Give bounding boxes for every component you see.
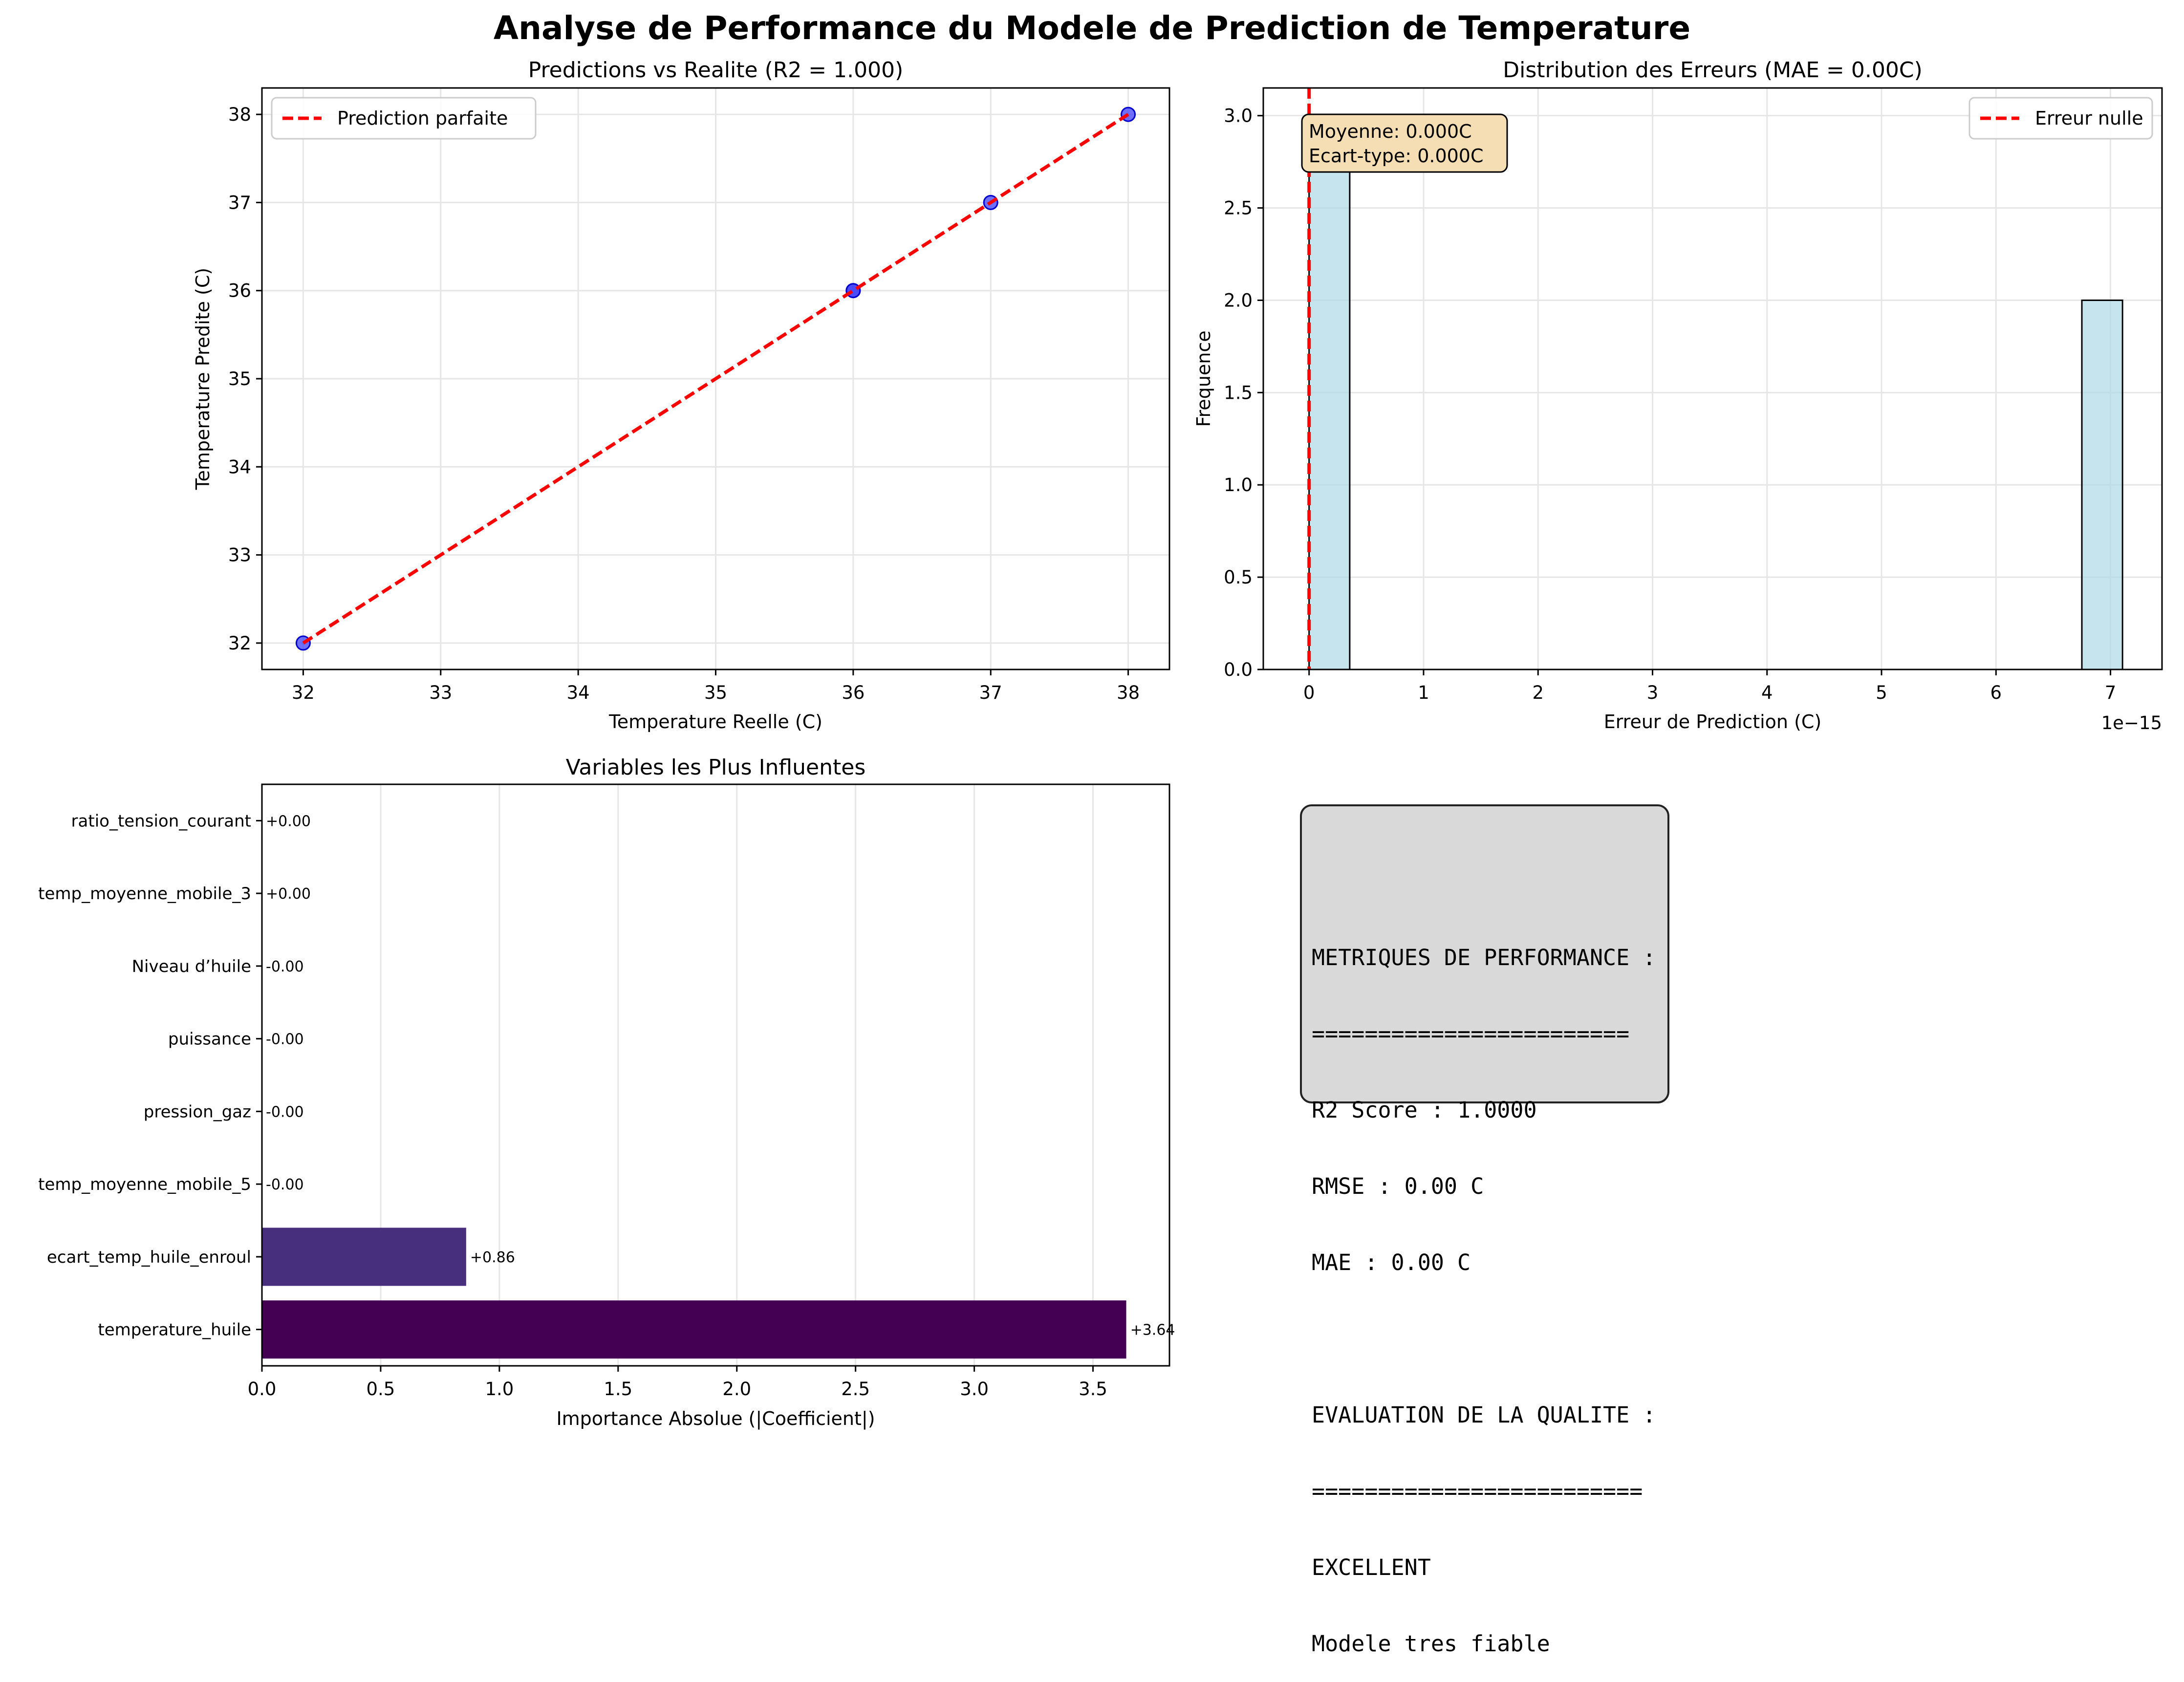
- y-tick-label: 1.0: [1224, 474, 1253, 496]
- legend-label: Prediction parfaite: [337, 108, 508, 129]
- metrics-heading: METRIQUES DE PERFORMANCE :: [1312, 945, 1656, 970]
- y-tick-label: 35: [228, 368, 251, 389]
- x-tick-label: 5: [1876, 682, 1887, 703]
- chart-title: Variables les Plus Influentes: [566, 755, 866, 780]
- metrics-rmse: RMSE : 0.00 C: [1312, 1173, 1484, 1199]
- y-tick-label: 0.5: [1224, 567, 1253, 588]
- figure-canvas: 32 33 34 35 36 37 3832333435363738Predictions …: [38, 58, 2163, 1430]
- importance-bar: [262, 1300, 1126, 1359]
- x-tick-label: 1: [1418, 682, 1429, 703]
- y-tick-label: 38: [228, 104, 251, 125]
- chart-title: Distribution des Erreurs (MAE = 0.00C): [1503, 58, 1923, 83]
- metrics-divider: ========================: [1312, 1021, 1630, 1047]
- metrics-line: [1312, 1326, 1667, 1352]
- x-offset-label: 1e−15: [2101, 712, 2162, 733]
- histogram-panel: 0 1 2 3 4 5 6 7 0.0 0.5 1.0 1.5 2.0 2.5 3.0 1e−15 Distri…: [1193, 58, 2163, 733]
- x-tick-label: 6: [1990, 682, 2002, 703]
- x-axis-label: Temperature Reelle (C): [608, 711, 822, 733]
- x-tick-label: 0.5: [367, 1379, 395, 1400]
- category-label: pression_gaz: [144, 1102, 251, 1121]
- y-tick-label: 32: [228, 633, 251, 654]
- category-label: ecart_temp_huile_enroul: [47, 1248, 251, 1267]
- y-tick-label: 33: [228, 545, 251, 566]
- stats-annotation-box: [1301, 113, 1508, 173]
- importance-bar: [262, 1228, 466, 1286]
- x-tick-label: 3: [1647, 682, 1659, 703]
- x-tick-label: 2: [1532, 682, 1544, 703]
- y-axis-label: Temperature Predite (C): [192, 268, 214, 490]
- y-axis-label: Frequence: [1193, 330, 1214, 427]
- quality-comment: Modele tres fiable: [1312, 1631, 1550, 1657]
- quality-heading: EVALUATION DE LA QUALITE :: [1312, 1402, 1656, 1428]
- quality-grade: EXCELLENT: [1312, 1554, 1431, 1580]
- x-tick-label: 32: [292, 682, 315, 703]
- y-tick-label: 37: [228, 192, 251, 213]
- x-tick-label: 3.0: [960, 1379, 989, 1400]
- x-axis-label: Erreur de Prediction (C): [1604, 711, 1822, 733]
- category-label: temp_moyenne_mobile_5: [38, 1175, 251, 1194]
- x-tick-label: 3.5: [1079, 1379, 1107, 1400]
- legend-box: [271, 97, 537, 140]
- legend-box: [1968, 97, 2153, 140]
- histogram-bar: [2081, 299, 2123, 670]
- x-tick-label: 1.0: [485, 1379, 514, 1400]
- y-tick-label: 2.0: [1224, 290, 1253, 311]
- x-tick-label: 33: [429, 682, 452, 703]
- x-tick-label: 0.0: [248, 1379, 277, 1400]
- bar-value-label: +0.00: [266, 813, 311, 830]
- bar-value-label: -0.00: [266, 1176, 304, 1193]
- chart-title: Predictions vs Realite (R2 = 1.000): [528, 58, 904, 83]
- stats-mean: Moyenne: 0.000C: [1309, 121, 1472, 142]
- bar-value-label: -0.00: [266, 958, 304, 975]
- scatter-panel: 32 33 34 35 36 37 38 32 33 34 35 36 37 38 Predictions …: [192, 58, 1170, 733]
- category-label: ratio_tension_courant: [71, 811, 251, 831]
- x-tick-label: 4: [1761, 682, 1773, 703]
- x-tick-label: 37: [979, 682, 1002, 703]
- metrics-r2: R2 Score : 1.0000: [1312, 1097, 1537, 1123]
- y-tick-label: 2.5: [1224, 198, 1253, 219]
- x-tick-label: 34: [567, 682, 590, 703]
- y-tick-label: 36: [228, 280, 251, 302]
- y-tick-label: 0.0: [1224, 659, 1253, 680]
- metrics-line: [1312, 869, 1667, 894]
- x-tick-label: 38: [1117, 682, 1140, 703]
- bar-value-label: +0.00: [266, 885, 311, 903]
- figure-title: Analyse de Performance du Modele de Pred…: [493, 9, 1691, 47]
- x-tick-label: 36: [842, 682, 865, 703]
- category-label: temp_moyenne_mobile_3: [38, 884, 251, 904]
- quality-divider: =========================: [1312, 1478, 1643, 1504]
- category-label: Niveau d’huile: [132, 957, 251, 976]
- x-tick-label: 7: [2105, 682, 2117, 703]
- plot-frame: [1262, 87, 2163, 670]
- legend-label: Erreur nulle: [2035, 108, 2143, 129]
- metrics-panel: METRIQUES DE PERFORMANCE : =============…: [1300, 804, 1669, 1657]
- x-tick-label: 35: [704, 682, 727, 703]
- bar-value-label: -0.00: [266, 1103, 304, 1121]
- y-tick-label: 34: [228, 456, 251, 477]
- stats-std: Ecart-type: 0.000C: [1309, 145, 1484, 167]
- histogram-bar: [1308, 115, 1351, 670]
- category-label: temperature_huile: [98, 1320, 251, 1340]
- x-axis-label: Importance Absolue (|Coefficient|): [556, 1408, 875, 1430]
- bar-value-label: -0.00: [266, 1031, 304, 1048]
- bar-value-label: +3.64: [1130, 1322, 1175, 1339]
- y-tick-label: 1.5: [1224, 382, 1253, 403]
- x-tick-label: 2.0: [722, 1379, 751, 1400]
- ideal-prediction-line: [302, 113, 1129, 645]
- x-tick-label: 2.5: [841, 1379, 870, 1400]
- plot-frame: [261, 783, 1170, 1367]
- importance-panel: +3.64 temperature_huile +0.86 ecart_temp_hu…: [38, 755, 1175, 1430]
- category-label: puissance: [168, 1030, 251, 1049]
- x-tick-label: 0: [1303, 682, 1315, 703]
- bar-value-label: +0.86: [470, 1249, 515, 1266]
- x-tick-label: 1.5: [604, 1379, 632, 1400]
- metrics-mae: MAE : 0.00 C: [1312, 1250, 1471, 1275]
- y-tick-label: 3.0: [1224, 106, 1253, 127]
